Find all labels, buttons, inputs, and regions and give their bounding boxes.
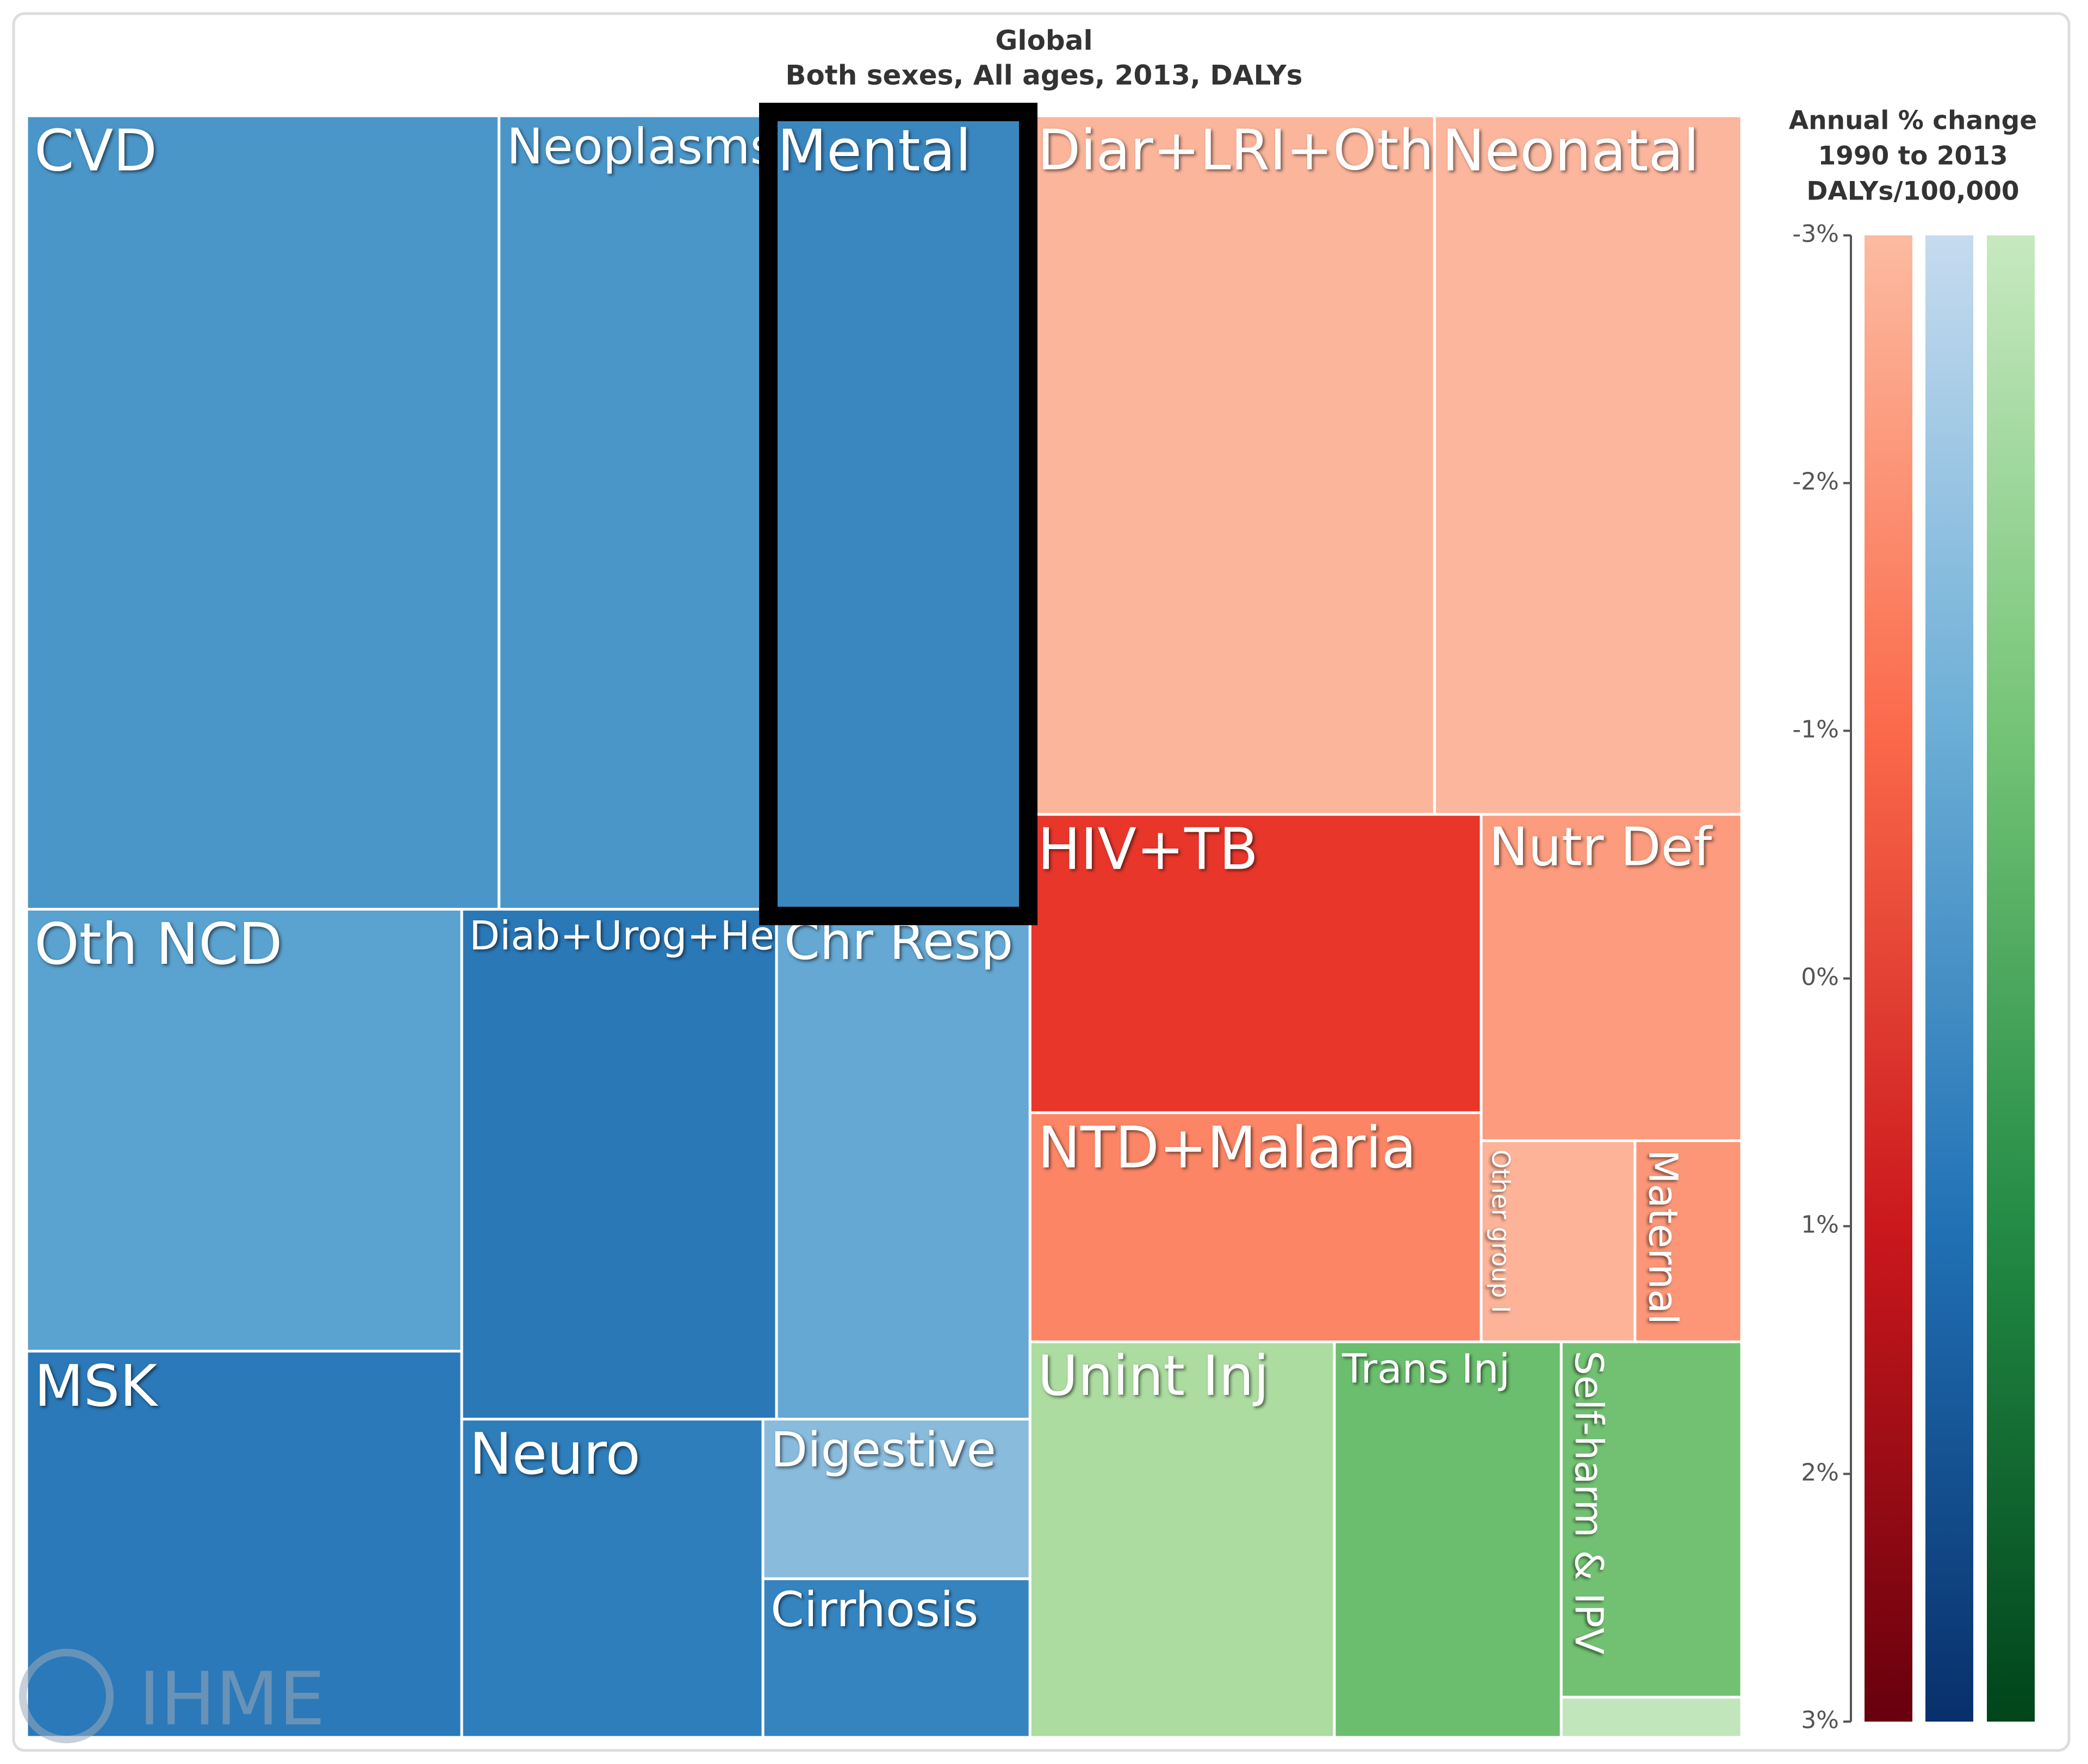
tick-label: 2% [1801,1458,1839,1486]
chart-subtitle: Both sexes, All ages, 2013, DALYs [785,60,1302,91]
tile-label: Cirrhosis [770,1581,978,1637]
colorbar-bar [1925,235,1973,1722]
tile-label: Neuro [469,1421,641,1487]
tile [775,908,1031,1421]
tile [1028,1111,1483,1343]
tile-label: Digestive [770,1422,996,1478]
tile [1333,1340,1563,1739]
watermark: IHME [139,1656,325,1742]
tile [25,908,463,1353]
tile [460,908,778,1421]
tile-label: Mental [778,118,971,184]
tile-label: Diab+Urog+Hem [469,913,813,959]
chart-title: Global [995,25,1092,57]
tile-label: HIV+TB [1037,816,1258,883]
tile [460,1418,765,1739]
highlight-box [759,103,1037,925]
tick-label: -1% [1792,715,1839,743]
tick-label: 3% [1801,1706,1839,1734]
tile [1028,813,1483,1114]
tile-label: Trans Inj [1341,1346,1510,1393]
tile [498,114,772,911]
tile-label: Unint Inj [1037,1344,1269,1408]
colorbar-title: DALYs/100,000 [1806,177,2019,207]
colorbar-bar [1865,235,1912,1722]
tile [1480,1139,1637,1343]
logo-circle [19,1649,114,1743]
tile-label: Diar+LRI+Oth [1037,119,1434,183]
tile-label: Neoplasms [507,119,776,176]
tick-label: -3% [1792,220,1839,248]
tile-label: NTD+Malaria [1037,1114,1416,1181]
logo: IHME [19,1649,325,1743]
tile [1028,114,1436,816]
tile-label: Maternal [1639,1149,1686,1324]
tile-label: Neonatal [1442,118,1699,184]
colorbar-bar [1987,235,2035,1722]
tile [1480,813,1743,1142]
tile [1559,1696,1743,1739]
treemap: CVD Neoplasms Mental Oth NCD MSK Diab+Urog+He… [25,114,1743,1739]
tile-label: MSK [34,1353,159,1419]
tile [768,114,1031,911]
colorbar-title: 1990 to 2013 [1818,141,2008,171]
colorbar: Annual % change 1990 to 2013 DALYs/100,000… [1789,106,2037,1735]
tile [1559,1340,1743,1699]
colorbar-title: Annual % change [1789,106,2037,136]
tick-label: 0% [1801,963,1839,991]
tile-label: Nutr Def [1489,816,1713,878]
tile [761,1577,1031,1739]
tile-label: CVD [34,118,157,184]
tile [1433,114,1743,816]
tick-label: -2% [1792,468,1839,496]
tile-label: Other group I [1487,1149,1515,1313]
tile [1028,1340,1336,1739]
tick-label: 1% [1801,1211,1839,1239]
tile-label: Self-harm & IPV [1567,1350,1612,1654]
frame [12,12,2071,1752]
tile-label: Oth NCD [34,911,282,977]
tile [25,114,501,911]
